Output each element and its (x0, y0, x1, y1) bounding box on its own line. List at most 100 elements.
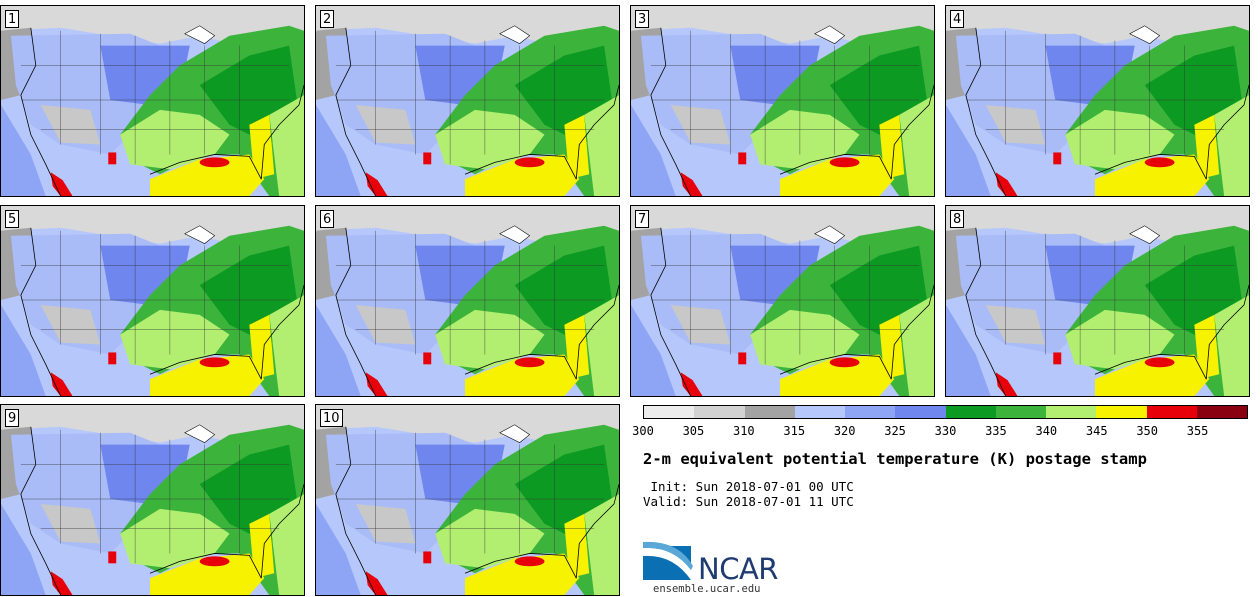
postage-stamp-5: 5 (0, 205, 305, 397)
state-borders (20, 230, 290, 365)
texas-hotspot (1053, 152, 1062, 165)
mountain-region (40, 104, 101, 145)
colorbar-segment (895, 406, 946, 418)
colorbar-segment (1196, 406, 1247, 418)
baja-hotspot (995, 372, 1018, 396)
canada-region (946, 206, 1249, 246)
gulf-coastline (149, 154, 262, 180)
east-coastline (260, 484, 304, 579)
canada-region (1, 405, 304, 445)
pacific-ocean (1, 503, 46, 595)
gulf-hotspot (829, 157, 860, 168)
pacific-ocean (946, 304, 991, 396)
gulf-region (1095, 354, 1210, 396)
canada-region (1, 6, 304, 46)
map-field (631, 206, 934, 396)
east-coastline (890, 85, 934, 180)
great-lakes (184, 225, 216, 244)
postage-stamp-1: 1 (0, 5, 305, 197)
gulf-hotspot (199, 157, 230, 168)
gulf-hotspot (199, 556, 230, 567)
colorbar-tick-label: 325 (884, 424, 906, 438)
gulf-hotspot (514, 556, 545, 567)
gulf-coastline (464, 354, 577, 380)
colorbar-tick-label: 345 (1085, 424, 1108, 438)
atlantic-warm-region (584, 494, 619, 595)
map-field (946, 6, 1249, 196)
mountain-region (355, 304, 416, 345)
gulf-coastline (464, 553, 577, 579)
southern-plains-region (435, 508, 545, 569)
florida-region (249, 513, 275, 579)
baja-hotspot (365, 172, 388, 196)
east-coastline (260, 285, 304, 380)
florida-region (1194, 314, 1220, 380)
pacific-ocean (316, 503, 361, 595)
colorbar-segment (694, 406, 745, 418)
postage-stamp-10: 10 (315, 404, 620, 596)
colorbar-segment (1046, 406, 1097, 418)
map-field (1, 405, 304, 595)
gulf-region (1095, 154, 1210, 196)
atlantic-warm-region (584, 95, 619, 196)
state-borders (20, 429, 290, 564)
atlantic-warm-region (269, 95, 304, 196)
pacific-ocean (1, 104, 46, 196)
colorbar-segment (1096, 406, 1147, 418)
southern-plains-region (1065, 109, 1175, 170)
gulf-hotspot (514, 157, 545, 168)
florida-region (249, 114, 275, 180)
canada-region (946, 6, 1249, 46)
atlantic-warm-region (584, 295, 619, 396)
colorbar-segment (744, 406, 795, 418)
baja-hotspot (365, 372, 388, 396)
member-number-label: 2 (320, 10, 335, 28)
southwest-ocean (316, 583, 351, 595)
southwest-ocean (946, 184, 981, 196)
state-borders (335, 230, 605, 365)
figure-title: 2-m equivalent potential temperature (K)… (643, 450, 1147, 468)
gulf-hotspot (1144, 157, 1175, 168)
great-lakes (814, 225, 846, 244)
colorbar-segment (644, 406, 695, 418)
colorbar-tick-label: 355 (1186, 424, 1209, 438)
map-field (316, 6, 619, 196)
texas-hotspot (738, 352, 747, 365)
map-field (1, 206, 304, 396)
colorbar-segment (945, 406, 996, 418)
gulf-coastline (464, 154, 577, 180)
gulf-coastline (1094, 154, 1207, 180)
texas-hotspot (1053, 352, 1062, 365)
member-number-label: 5 (5, 210, 20, 228)
baja-hotspot (50, 172, 73, 196)
southwest-ocean (1, 184, 36, 196)
colorbar-tick-label: 335 (985, 424, 1007, 438)
southern-plains-region (750, 109, 860, 170)
west-coastline (335, 426, 376, 595)
mountain-region (985, 304, 1046, 345)
state-borders (335, 429, 605, 564)
gulf-coastline (1094, 354, 1207, 380)
colorbar-tick-label: 320 (833, 424, 856, 438)
texas-hotspot (108, 152, 117, 165)
canada-region (316, 6, 619, 46)
southern-plains-region (435, 309, 545, 370)
gulf-hotspot (829, 357, 860, 368)
gulf-hotspot (514, 357, 545, 368)
member-number-label: 10 (320, 409, 343, 427)
florida-region (564, 114, 590, 180)
baja-hotspot (50, 372, 73, 396)
gulf-region (465, 553, 580, 595)
west-coastline (965, 227, 1006, 396)
mountain-region (670, 104, 731, 145)
gulf-coastline (779, 354, 892, 380)
southern-plains-region (435, 109, 545, 170)
mountain-region (985, 104, 1046, 145)
southwest-ocean (1, 583, 36, 595)
southern-plains-region (1065, 309, 1175, 370)
valid-time: Valid: Sun 2018-07-01 11 UTC (643, 494, 854, 509)
east-coastline (575, 285, 619, 380)
great-lakes (814, 25, 846, 44)
texas-hotspot (738, 152, 747, 165)
southwest-ocean (946, 384, 981, 396)
